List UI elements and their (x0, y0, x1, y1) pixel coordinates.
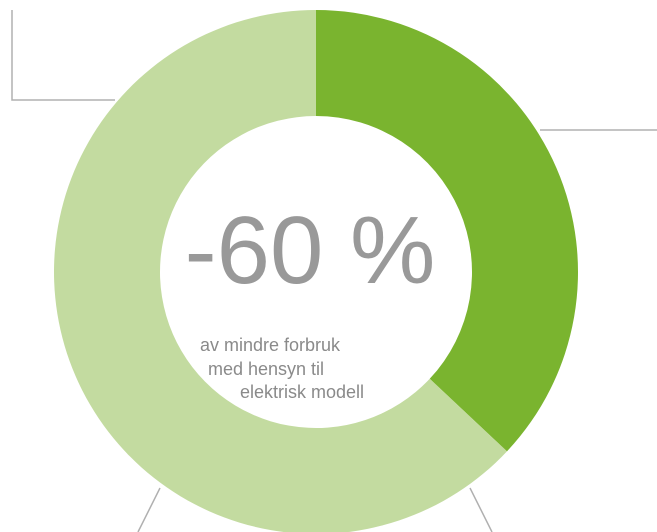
annotation-line: elektrisk modell (240, 382, 364, 402)
annotation-line: av mindre forbruk (200, 335, 341, 355)
leader-line (469, 487, 493, 532)
leader-line (11, 10, 115, 101)
donut-slice (54, 10, 507, 532)
donut (54, 10, 578, 532)
annotation-line: med hensyn til (208, 359, 324, 379)
center-label: -60 % (185, 197, 436, 304)
leader-line (137, 487, 161, 532)
donut-slice (316, 10, 578, 452)
